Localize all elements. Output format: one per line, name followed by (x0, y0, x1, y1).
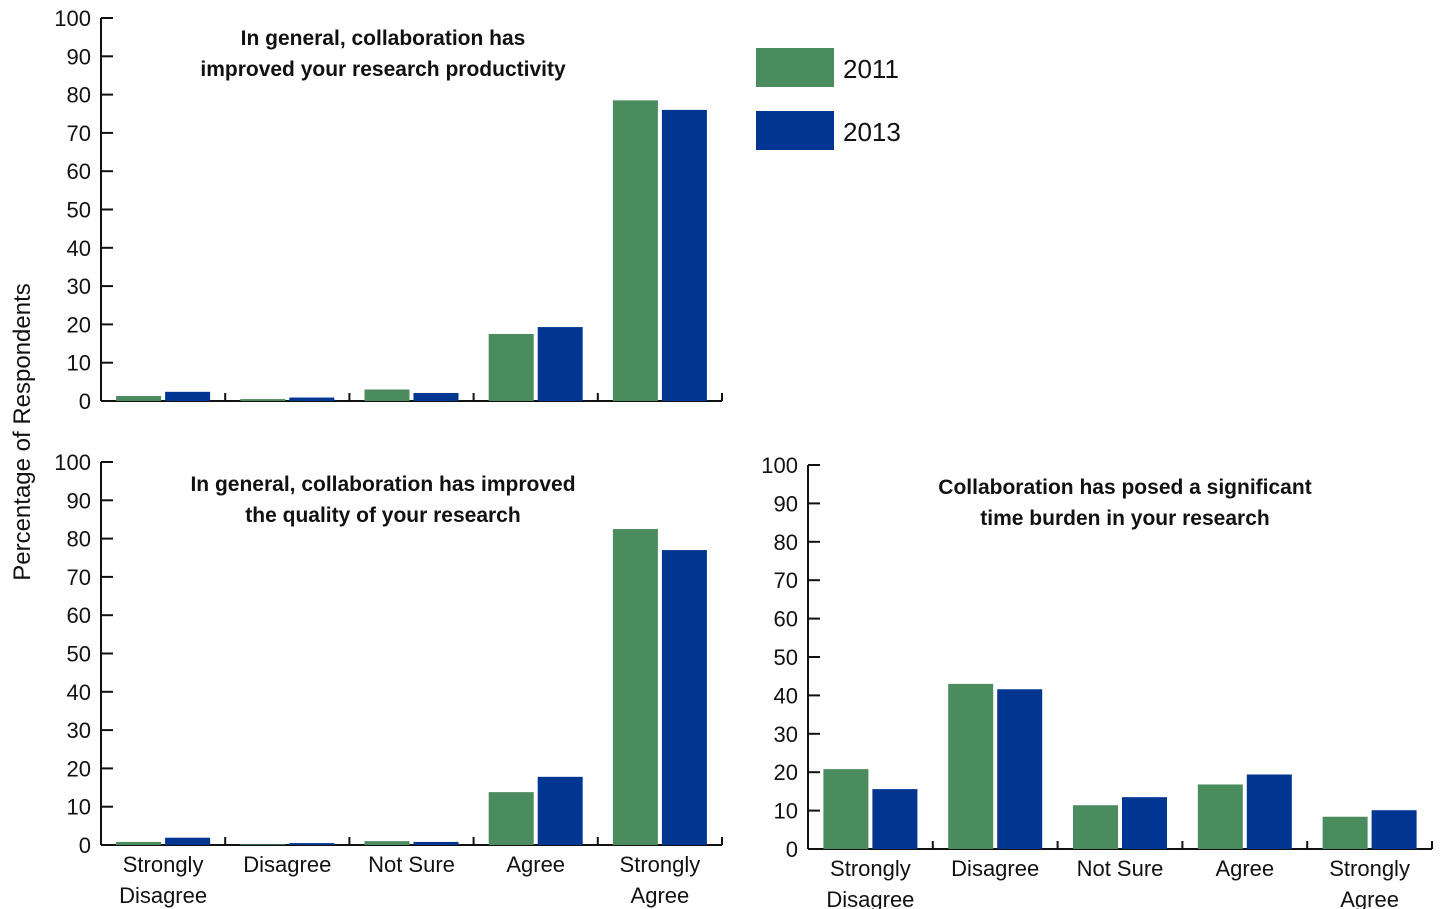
bar-2011 (240, 399, 286, 401)
bar-2013 (1122, 797, 1167, 849)
bar-2013 (1246, 774, 1292, 849)
y-tick-label: 10 (774, 799, 798, 824)
legend: 2011 2013 (756, 48, 901, 150)
bar-2011 (116, 396, 162, 401)
chart-title-line: time burden in your research (980, 507, 1269, 530)
y-tick-label: 70 (774, 568, 798, 593)
y-tick-label: 40 (67, 680, 91, 705)
y-tick-label: 40 (67, 236, 91, 261)
bar-2011 (1197, 784, 1243, 849)
bar-2011 (823, 769, 869, 849)
y-tick-label: 50 (67, 198, 91, 223)
x-category-label: Agree (506, 852, 565, 877)
y-tick-label: 100 (761, 453, 798, 478)
x-category-label: Agree (631, 883, 690, 908)
x-category-label: Not Sure (1077, 856, 1164, 881)
chart-title-line: Collaboration has posed a significant (938, 476, 1311, 499)
y-tick-label: 20 (67, 312, 91, 337)
y-tick-label: 90 (67, 488, 91, 513)
y-tick-label: 100 (54, 6, 91, 31)
bar-2013 (997, 689, 1043, 849)
y-tick-label: 80 (774, 530, 798, 555)
y-tick-label: 90 (67, 44, 91, 69)
y-tick-label: 70 (67, 121, 91, 146)
chart-title-line: the quality of your research (245, 504, 520, 527)
legend-label-2011: 2011 (843, 54, 899, 84)
bar-2013 (537, 776, 583, 845)
bar-2011 (364, 841, 410, 845)
chart-title-line: In general, collaboration has improved (190, 473, 575, 496)
bar-2011 (116, 841, 162, 845)
y-tick-label: 60 (67, 603, 91, 628)
bar-2011 (948, 683, 994, 849)
y-tick-label: 60 (774, 607, 798, 632)
y-tick-label: 10 (67, 795, 91, 820)
x-category-label: Strongly (123, 852, 204, 877)
x-category-label: Agree (1215, 856, 1274, 881)
bar-2013 (413, 841, 459, 845)
y-tick-label: 30 (774, 722, 798, 747)
y-tick-label: 0 (79, 833, 91, 858)
x-category-label: Strongly (830, 856, 911, 881)
y-tick-label: 50 (774, 645, 798, 670)
legend-label-2013: 2013 (843, 117, 901, 147)
y-tick-label: 20 (67, 756, 91, 781)
x-category-label: Strongly (620, 852, 701, 877)
chart-title-line: In general, collaboration has (241, 27, 526, 50)
x-category-label: Disagree (119, 883, 207, 908)
bar-2013 (413, 392, 459, 401)
x-category-label: Not Sure (368, 852, 455, 877)
bar-2011 (364, 389, 410, 401)
bar-2011 (612, 100, 658, 401)
bar-2011 (488, 333, 534, 401)
y-tick-label: 90 (774, 491, 798, 516)
y-tick-label: 80 (67, 83, 91, 108)
y-tick-label: 70 (67, 565, 91, 590)
bar-2013 (165, 391, 211, 401)
x-category-label: Disagree (951, 856, 1039, 881)
x-category-label: Agree (1340, 887, 1399, 909)
bar-2011 (1322, 816, 1368, 849)
bar-2011 (488, 792, 534, 845)
y-tick-label: 20 (774, 760, 798, 785)
bar-2011 (612, 529, 658, 845)
y-tick-label: 80 (67, 527, 91, 552)
bar-2013 (537, 327, 583, 401)
x-category-label: Disagree (243, 852, 331, 877)
y-tick-label: 10 (67, 351, 91, 376)
bar-2013 (289, 843, 335, 845)
chart-research-productivity: In general, collaboration has improved yo… (54, 6, 723, 414)
legend-swatch-2013 (756, 111, 834, 150)
bar-2013 (872, 789, 918, 849)
legend-swatch-2011 (756, 48, 834, 87)
bar-2013 (661, 109, 707, 402)
x-category-label: Disagree (826, 887, 914, 909)
chart-title-line: improved your research productivity (200, 58, 566, 81)
y-tick-label: 100 (54, 450, 91, 475)
chart-time-burden: Collaboration has posed a significant tim… (761, 453, 1433, 909)
x-category-label: Strongly (1329, 856, 1410, 881)
y-tick-label: 0 (786, 837, 798, 862)
y-tick-label: 50 (67, 642, 91, 667)
y-axis-title: Percentage of Respondents (9, 283, 36, 581)
y-tick-label: 0 (79, 389, 91, 414)
chart-research-quality: In general, collaboration has improved th… (54, 450, 723, 908)
bar-2011 (1073, 805, 1118, 849)
bar-2013 (661, 550, 707, 845)
bar-2013 (1371, 810, 1417, 849)
y-tick-label: 40 (774, 683, 798, 708)
bar-2013 (289, 397, 335, 401)
y-tick-label: 30 (67, 718, 91, 743)
y-tick-label: 60 (67, 159, 91, 184)
y-tick-label: 30 (67, 274, 91, 299)
bar-2013 (165, 837, 211, 845)
bar-2011 (240, 844, 286, 845)
